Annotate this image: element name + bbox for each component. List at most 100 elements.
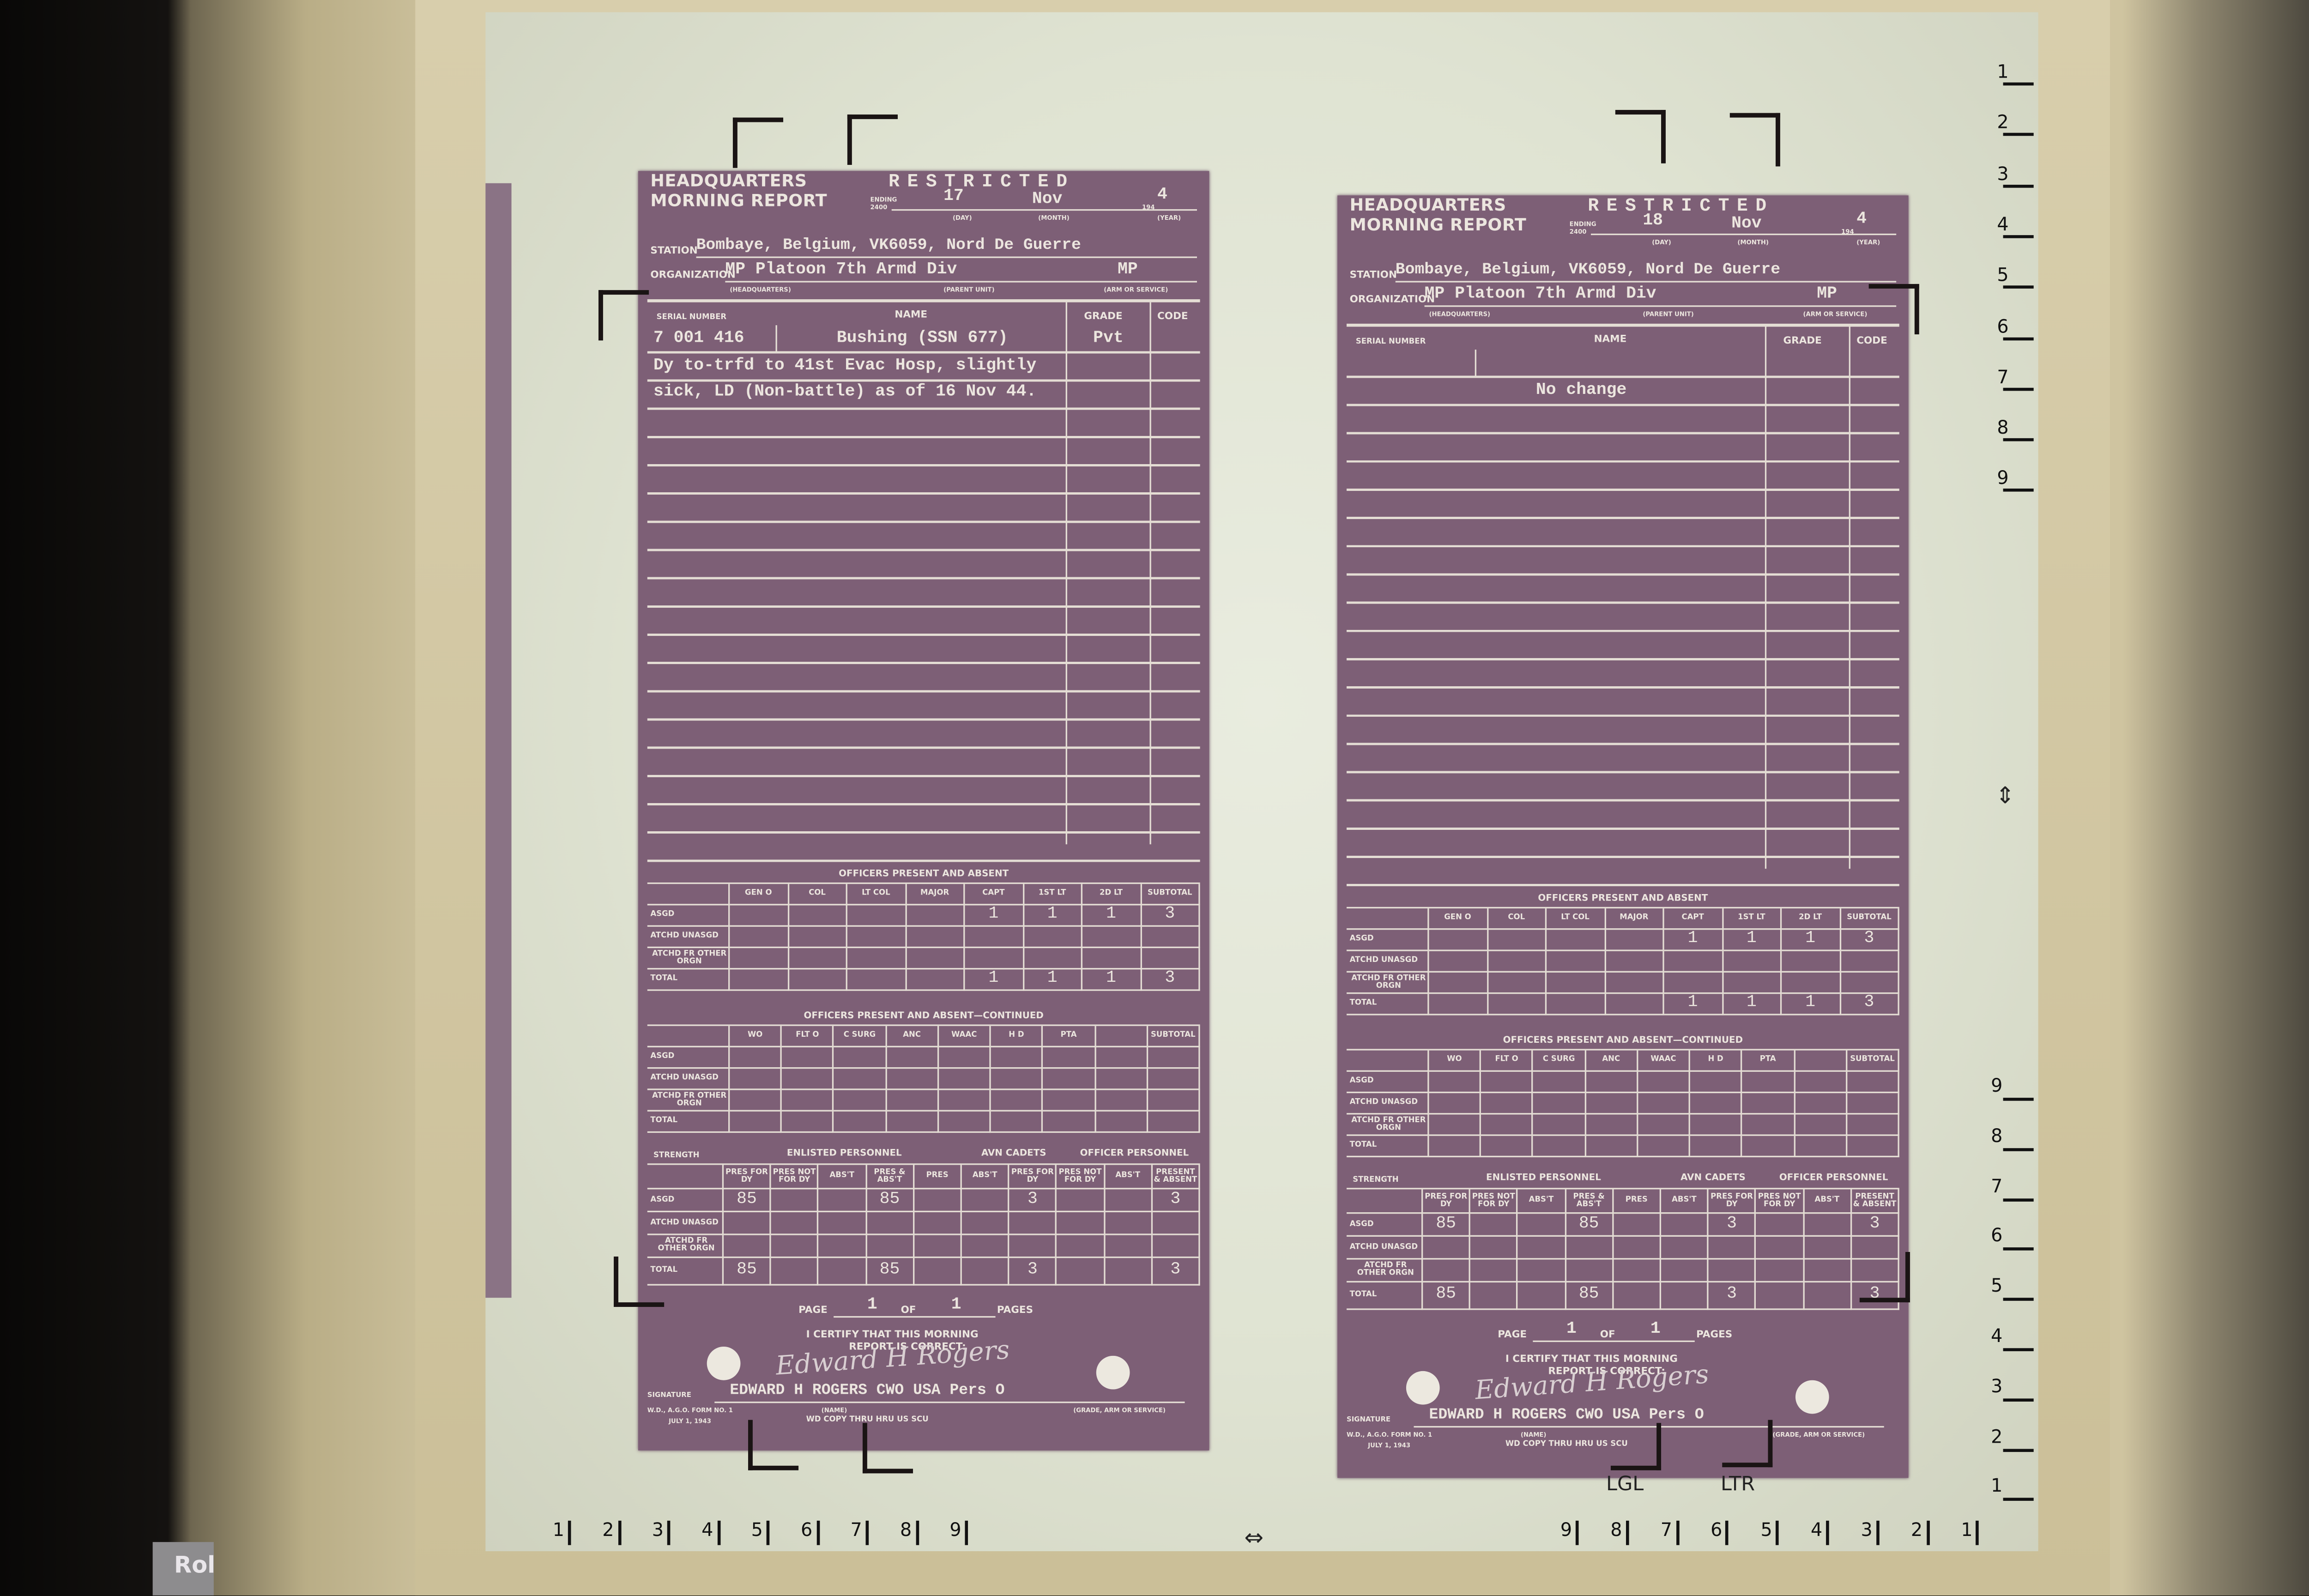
signature-underline bbox=[714, 1401, 1185, 1403]
table-cell bbox=[1756, 1282, 1804, 1310]
letter-size-label: LTR bbox=[1720, 1473, 1755, 1496]
table-cell bbox=[1547, 951, 1606, 973]
table-cell bbox=[819, 1258, 867, 1286]
table-cell bbox=[1804, 1236, 1852, 1260]
arm-value: MP bbox=[1118, 261, 1138, 280]
table-cell: 1 bbox=[1723, 994, 1782, 1016]
table-cell bbox=[886, 1069, 939, 1090]
table-cell: 1 bbox=[1782, 994, 1841, 1016]
scale-tick bbox=[1926, 1520, 1929, 1545]
table-cell bbox=[1533, 1093, 1586, 1115]
table-cell bbox=[1082, 926, 1142, 949]
scale-number: 7 bbox=[1997, 366, 2009, 388]
table-cell bbox=[1547, 994, 1606, 1016]
table-cell bbox=[1057, 1258, 1105, 1286]
scale-number: 5 bbox=[1997, 264, 2009, 286]
column-header: PRES bbox=[914, 1165, 962, 1190]
brand-label: Rol bbox=[152, 1542, 215, 1596]
table-cell bbox=[788, 948, 847, 970]
column-header: WO bbox=[730, 1026, 782, 1047]
table-cell bbox=[730, 948, 789, 970]
row-label: ATCHD FR OTHER ORGN bbox=[647, 948, 730, 970]
table-cell bbox=[1082, 948, 1142, 970]
scale-number: 2 bbox=[1997, 112, 2009, 133]
table-cell: 85 bbox=[1423, 1282, 1471, 1310]
table-cell: 1 bbox=[1023, 969, 1083, 991]
row-label: TOTAL bbox=[1346, 1136, 1429, 1158]
table-cell: 85 bbox=[1566, 1214, 1614, 1237]
table-cell bbox=[991, 1047, 1044, 1069]
row-label: ASGD bbox=[1346, 1214, 1423, 1237]
table-cell bbox=[1804, 1282, 1852, 1310]
table-corner-cell bbox=[647, 1026, 730, 1047]
table-cell bbox=[1148, 1090, 1200, 1112]
ending-time: 2400 bbox=[870, 203, 888, 211]
page-number: 1 bbox=[1566, 1320, 1577, 1339]
seal-icon bbox=[707, 1346, 741, 1380]
form-date: JULY 1, 1943 bbox=[669, 1417, 711, 1425]
crop-mark bbox=[1859, 1252, 1910, 1303]
row-label: ATCHD UNASGD bbox=[1346, 1236, 1423, 1260]
header-divider bbox=[1346, 323, 1899, 327]
report-day: 17 bbox=[943, 187, 964, 206]
seal-icon bbox=[1096, 1355, 1130, 1390]
table-cell bbox=[1605, 972, 1664, 994]
table-cell bbox=[1470, 1214, 1518, 1237]
table-cell bbox=[886, 1090, 939, 1112]
column-header: LT COL bbox=[847, 884, 907, 906]
table-cell: 85 bbox=[724, 1258, 772, 1286]
scale-tick bbox=[1826, 1520, 1829, 1545]
seal-icon bbox=[1406, 1371, 1440, 1405]
table-cell bbox=[1605, 994, 1664, 1016]
table-cell bbox=[1429, 1071, 1481, 1094]
ending-label: ENDING bbox=[1569, 220, 1596, 228]
column-header: WAAC bbox=[1638, 1050, 1691, 1072]
table-cell bbox=[1664, 972, 1723, 994]
table-cell bbox=[1423, 1259, 1471, 1283]
table-cell bbox=[1804, 1214, 1852, 1237]
scale-number: 6 bbox=[1997, 315, 2009, 337]
scale-number: 4 bbox=[701, 1519, 713, 1541]
column-header bbox=[1795, 1050, 1847, 1072]
table-cell bbox=[1709, 1259, 1757, 1283]
table-cell bbox=[1481, 1136, 1534, 1158]
table-cell bbox=[1742, 1071, 1795, 1094]
scale-number: 3 bbox=[1997, 163, 2009, 184]
scale-number: 2 bbox=[1991, 1425, 2003, 1447]
classification-stamp: RESTRICTED bbox=[889, 171, 1075, 193]
page-number: 1 bbox=[867, 1296, 877, 1315]
ending-time: 2400 bbox=[1569, 227, 1587, 236]
row-label: ATCHD UNASGD bbox=[647, 926, 730, 949]
table-cell bbox=[1847, 1093, 1899, 1115]
table-cell bbox=[1661, 1214, 1709, 1237]
legal-size-label: LGL bbox=[1606, 1473, 1644, 1496]
row-label: ATCHD UNASGD bbox=[1346, 1093, 1429, 1115]
row-label: TOTAL bbox=[1346, 994, 1429, 1016]
column-divider bbox=[1475, 350, 1476, 377]
column-header: PRESENT & ABSENT bbox=[1152, 1165, 1200, 1190]
officers-table: GEN O COL LT COL MAJOR CAPT 1ST LT 2D LT SUBTOT… bbox=[1346, 907, 1899, 1016]
form-number: W.D., A.G.O. FORM NO. 1 bbox=[647, 1406, 733, 1414]
column-header: COL bbox=[1487, 908, 1547, 930]
table-cell: 3 bbox=[1009, 1258, 1058, 1286]
scale-number: 9 bbox=[949, 1519, 961, 1541]
arm-caption: (ARM OR SERVICE) bbox=[1803, 310, 1868, 318]
station-value: Bombaye, Belgium, VK6059, Nord De Guerre bbox=[696, 236, 1081, 255]
page-underline bbox=[1533, 1340, 1695, 1342]
row-label: TOTAL bbox=[1346, 1282, 1423, 1310]
table-cell: 1 bbox=[1723, 930, 1782, 951]
column-header: CAPT bbox=[965, 884, 1024, 906]
table-cell bbox=[1605, 951, 1664, 973]
entry-serial: 7 001 416 bbox=[653, 330, 744, 348]
scale-number: 1 bbox=[1997, 61, 2009, 83]
scale-number: 3 bbox=[1991, 1375, 2003, 1397]
name-header: NAME bbox=[895, 308, 928, 321]
certify-text: I CERTIFY THAT THIS MORNING bbox=[1505, 1353, 1678, 1365]
table-cell bbox=[1756, 1236, 1804, 1260]
table-cell bbox=[1148, 1069, 1200, 1090]
station-underline bbox=[1395, 281, 1897, 283]
scale-number: 9 bbox=[1560, 1519, 1572, 1541]
table-cell bbox=[991, 1090, 1044, 1112]
column-header: PRES FOR DY bbox=[724, 1165, 772, 1190]
table-cell bbox=[730, 1111, 782, 1133]
